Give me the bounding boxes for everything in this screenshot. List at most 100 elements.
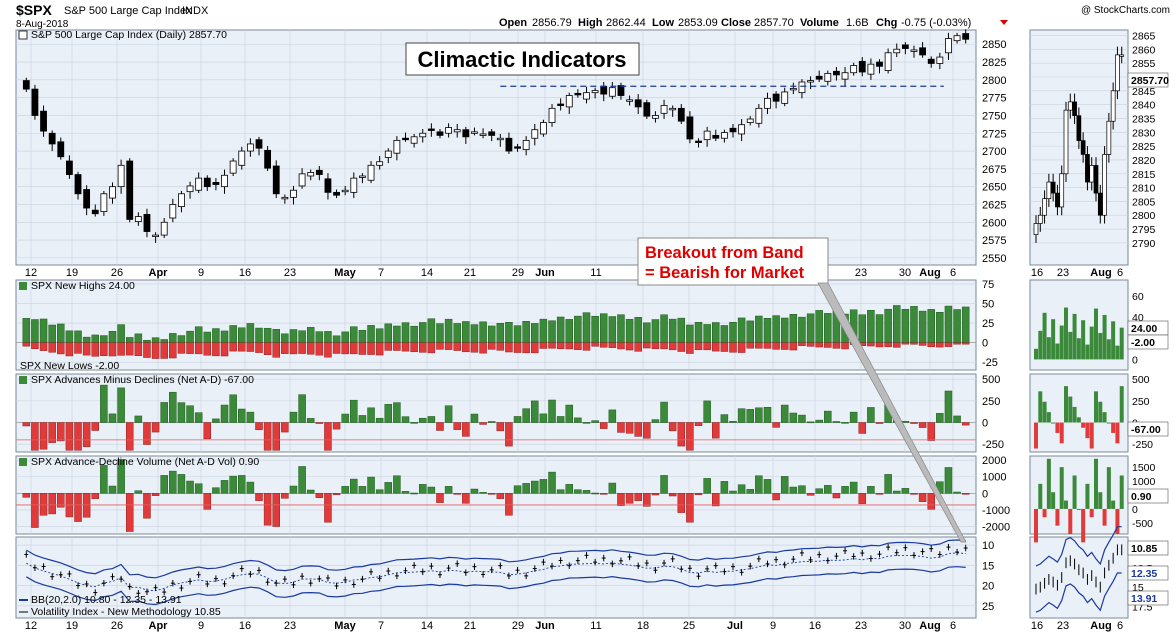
advol-bar	[367, 476, 375, 494]
new-highs-bar	[694, 322, 703, 343]
new-lows-bar	[720, 342, 729, 352]
intraday-ad-bar	[1068, 396, 1073, 423]
new-lows-bar	[841, 342, 849, 350]
new-highs-bar	[918, 310, 927, 343]
new-lows-bar	[453, 342, 461, 351]
ad-bar	[203, 422, 212, 440]
new-highs-bar	[341, 331, 349, 343]
ad-bar	[479, 422, 487, 425]
intraday-nh-bar	[1094, 308, 1098, 360]
x-tick-label-bottom: 16	[239, 620, 251, 632]
advol-bar	[134, 490, 143, 494]
intraday-y-tick: 2805	[1132, 196, 1156, 208]
new-highs-bar	[384, 323, 393, 343]
intraday-nh-bar	[1098, 332, 1103, 360]
new-lows-bar	[108, 342, 117, 357]
new-lows-bar	[806, 342, 815, 347]
candle-body	[290, 189, 297, 198]
new-lows-bar	[117, 342, 125, 356]
intraday-x-label: 23	[1057, 267, 1069, 279]
new-lows-bar	[798, 342, 806, 346]
intraday-nh-bar	[1106, 339, 1111, 360]
ad-bar	[849, 411, 858, 423]
ad-bar	[401, 416, 410, 423]
new-lows-bar	[772, 342, 780, 350]
candle-body	[764, 97, 771, 109]
intraday-ad-bar	[1072, 406, 1077, 423]
new-highs-bar	[755, 315, 763, 343]
candle-body	[126, 160, 134, 220]
advol-bar	[212, 487, 220, 494]
advol-bar	[668, 493, 677, 497]
candle-body	[74, 174, 82, 195]
advol-bar	[496, 493, 505, 499]
ad-bar	[677, 422, 686, 447]
bb-upper	[25, 539, 966, 579]
new-highs-bar	[565, 319, 574, 343]
new-lows-bar	[462, 342, 470, 353]
y-tick-label: 2550	[982, 253, 1006, 265]
intraday-nh-bar	[1046, 337, 1051, 360]
intraday-candle	[1102, 154, 1107, 216]
new-lows-bar	[238, 342, 246, 352]
new-highs-bar	[927, 309, 935, 343]
ad-bar	[634, 422, 642, 437]
new-highs-bar	[393, 325, 401, 343]
advol-bar	[350, 478, 358, 494]
new-highs-bar	[298, 330, 306, 343]
x-tick-label-bottom: 16	[809, 620, 821, 632]
new-highs-bar	[22, 318, 31, 343]
ad-bar	[694, 422, 703, 426]
y-tick-label: 2650	[982, 182, 1006, 194]
intraday-nh-bar	[1034, 348, 1038, 360]
candle-body	[720, 132, 728, 139]
new-highs-bar	[703, 324, 711, 343]
ad-bar	[746, 409, 754, 423]
high-label: High	[578, 17, 603, 29]
new-highs-bar	[410, 325, 418, 343]
new-lows-bar	[944, 342, 953, 347]
candle-body	[307, 172, 315, 177]
x-tick-label-bottom: 9	[770, 620, 776, 632]
new-lows-bar	[401, 342, 410, 352]
new-highs-bar	[798, 316, 806, 343]
advol-bar	[117, 459, 125, 494]
candle-body	[246, 143, 254, 152]
ad-bar	[462, 422, 470, 437]
candle-body	[617, 85, 625, 96]
new-lows-bar	[306, 342, 315, 355]
new-highs-bar	[548, 320, 556, 343]
new-lows-bar	[479, 342, 487, 354]
candle-body	[427, 128, 435, 131]
intraday-advol-bar	[1102, 508, 1107, 526]
ad-bar	[48, 422, 56, 443]
intraday-nh-bar	[1038, 330, 1043, 360]
ad-bar	[487, 421, 496, 423]
new-highs-bar	[358, 330, 367, 343]
intraday-nh-bar	[1081, 320, 1086, 360]
new-lows-bar	[272, 342, 280, 358]
advol-bar	[892, 490, 901, 494]
new-lows-bar	[220, 342, 229, 357]
intraday-advol-bar	[1051, 492, 1056, 509]
legend-ad-icon	[19, 376, 27, 384]
intraday-panel-bg-3	[1029, 455, 1129, 535]
candle-body	[195, 177, 203, 191]
ad-bar	[220, 404, 229, 423]
x-tick-label-bottom: 23	[855, 620, 867, 632]
advol-bar	[522, 483, 530, 494]
new-lows-bar	[531, 342, 539, 354]
advol-bar	[875, 493, 884, 495]
new-highs-bar	[746, 320, 754, 343]
new-highs-bar	[522, 321, 530, 343]
new-highs-bar	[91, 334, 100, 343]
ad-bar	[944, 390, 953, 423]
ad-bar	[108, 413, 117, 423]
advol-bar	[479, 492, 487, 494]
candle-body	[384, 150, 392, 158]
bb-legend: BB(20,2.0) 10.80 - 12.35 - 13.91	[31, 594, 182, 606]
new-lows-bar	[668, 342, 677, 351]
vix-last-tag-bg	[1127, 540, 1169, 556]
ad-bar	[453, 422, 461, 430]
intraday-advol-y-tick: 1000	[1132, 476, 1156, 488]
